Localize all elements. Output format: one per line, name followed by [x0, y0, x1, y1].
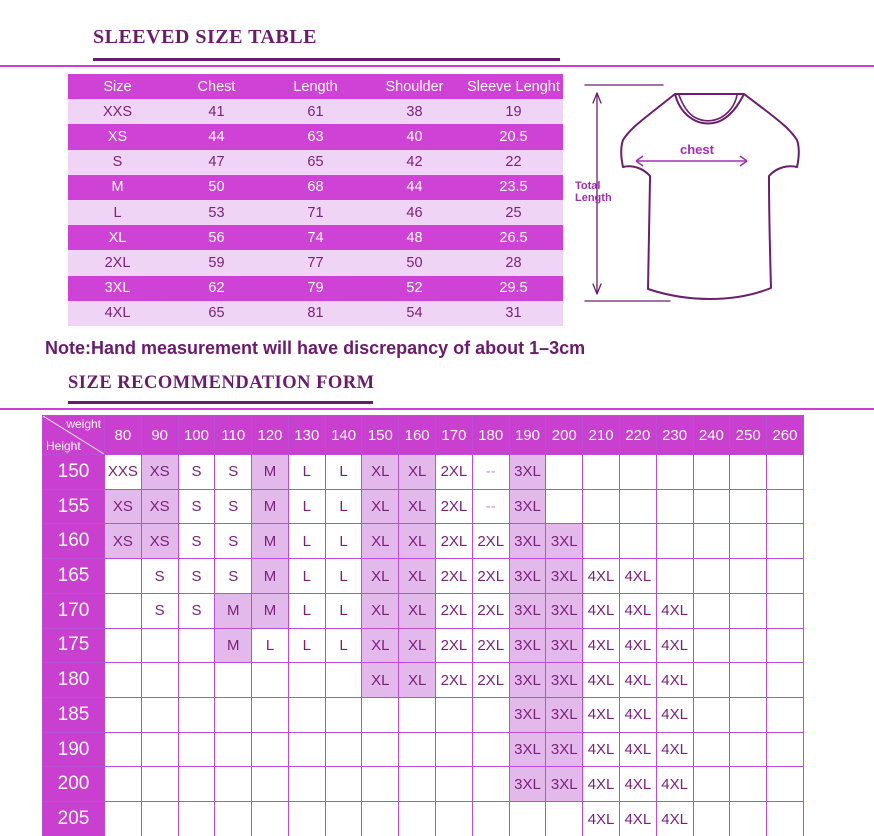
svg-text:Total: Total — [575, 180, 600, 192]
svg-text:chest: chest — [680, 142, 715, 157]
svg-text:Length: Length — [575, 192, 612, 204]
